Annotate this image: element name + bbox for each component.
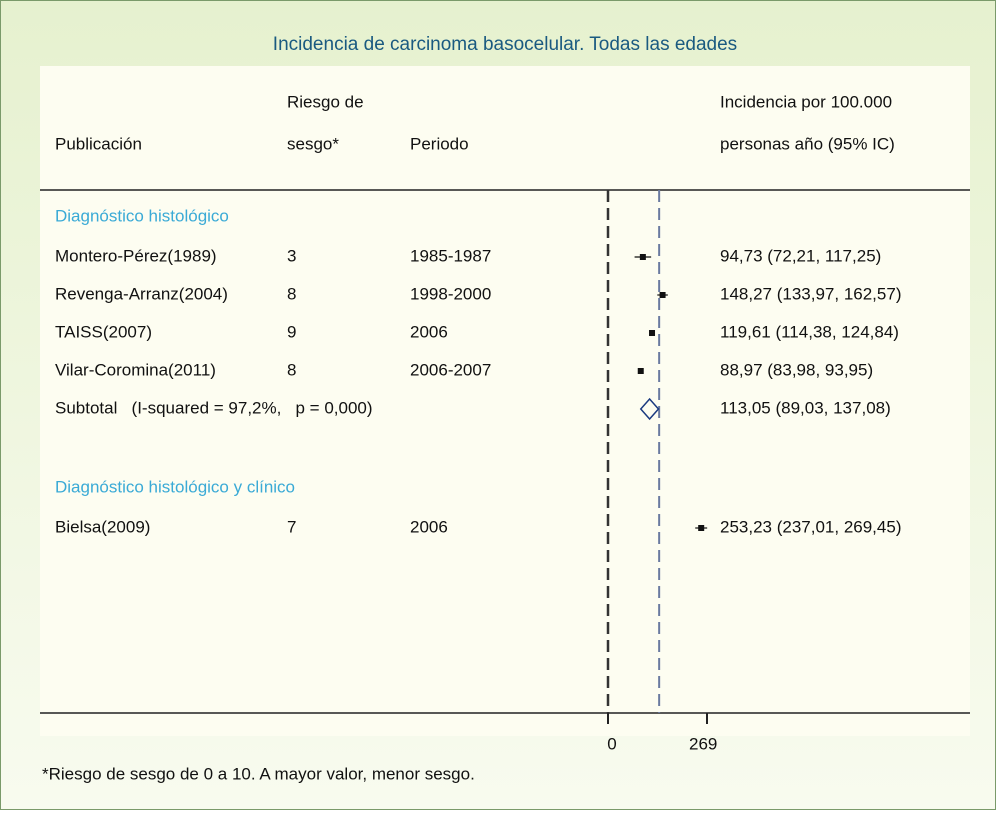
- value-label: 119,61 (114,38, 124,84): [720, 322, 899, 341]
- bias: 3: [287, 246, 296, 265]
- x-tick-label: 269: [689, 734, 717, 753]
- study-name: Revenga-Arranz(2004): [55, 284, 228, 303]
- point-estimate: [649, 330, 656, 336]
- group-header: Diagnóstico histológico y clínico: [55, 477, 295, 496]
- study-name: TAISS(2007): [55, 322, 152, 341]
- point-estimate: [639, 254, 646, 260]
- value-label: 94,73 (72,21, 117,25): [720, 246, 881, 265]
- point-estimate: [698, 525, 705, 531]
- column-header: Publicación: [55, 134, 142, 153]
- period: 1998-2000: [410, 284, 491, 303]
- group-header: Diagnóstico histológico: [55, 206, 229, 225]
- study-name: Montero-Pérez(1989): [55, 246, 217, 265]
- study-name: Vilar-Coromina(2011): [55, 360, 216, 379]
- period: 2006: [410, 322, 448, 341]
- x-tick-label: 0: [607, 734, 616, 753]
- column-header: personas año (95% IC): [720, 134, 895, 153]
- column-header: Periodo: [410, 134, 469, 153]
- value-label: 88,97 (83,98, 93,95): [720, 360, 873, 379]
- value-label: 253,23 (237,01, 269,45): [720, 517, 901, 536]
- bias: 9: [287, 322, 296, 341]
- point-estimate: [637, 368, 644, 374]
- panel: [40, 66, 970, 736]
- chart-title: Incidencia de carcinoma basocelular. Tod…: [273, 34, 737, 55]
- value-label: 148,27 (133,97, 162,57): [720, 284, 901, 303]
- bias: 8: [287, 284, 296, 303]
- column-header: Incidencia por 100.000: [720, 92, 892, 111]
- column-header: sesgo*: [287, 134, 339, 153]
- column-header: Riesgo de: [287, 92, 364, 111]
- period: 1985-1987: [410, 246, 491, 265]
- bias: 8: [287, 360, 296, 379]
- study-name: Bielsa(2009): [55, 517, 150, 536]
- period: 2006-2007: [410, 360, 491, 379]
- bias: 7: [287, 517, 296, 536]
- subtotal-diamond: [639, 397, 660, 421]
- value-label: 113,05 (89,03, 137,08): [720, 398, 891, 417]
- subtotal-label: Subtotal (I-squared = 97,2%, p = 0,000): [55, 398, 373, 417]
- period: 2006: [410, 517, 448, 536]
- footnote: *Riesgo de sesgo de 0 a 10. A mayor valo…: [42, 764, 475, 783]
- point-estimate: [659, 292, 666, 298]
